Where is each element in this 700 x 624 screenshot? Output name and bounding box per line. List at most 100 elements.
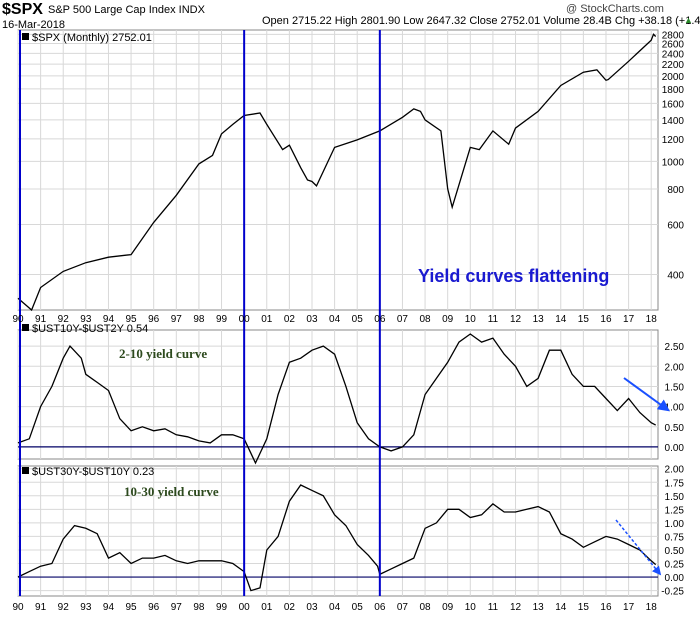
x-tick-label: 12 <box>510 314 522 325</box>
vertical-markers <box>19 30 381 596</box>
gridlines <box>17 30 658 596</box>
x-tick-label: 11 <box>488 314 499 325</box>
x-tick-label: 95 <box>126 602 138 613</box>
x-tick-label: 09 <box>442 314 454 325</box>
x-tick-label: 05 <box>352 602 364 613</box>
x-tick-label: 04 <box>329 314 341 325</box>
y-tick-label: 1.25 <box>665 505 685 516</box>
x-tick-label: 95 <box>126 314 138 325</box>
x-tick-label: 90 <box>12 314 24 325</box>
x-tick-label: 08 <box>420 602 432 613</box>
x-tick-label: 96 <box>148 314 160 325</box>
x-tick-label: 14 <box>555 602 567 613</box>
y-tick-label: 1.00 <box>665 403 685 414</box>
x-tick-label: 97 <box>171 314 183 325</box>
y-tick-label: 2600 <box>662 39 685 50</box>
y-tick-label: 2.00 <box>665 465 685 476</box>
x-tick-label: 07 <box>397 602 409 613</box>
annotation-2-10: 2-10 yield curve <box>119 346 207 361</box>
y-tick-label: 2800 <box>662 30 685 41</box>
y-tick-label: 0.50 <box>665 546 685 557</box>
panel-frame <box>17 329 659 460</box>
quote-summary: Open 2715.22 High 2801.90 Low 2647.32 Cl… <box>262 15 700 27</box>
x-tick-label: 15 <box>578 602 590 613</box>
axis-tick-labels: 4006008001000120014001600180020002200240… <box>12 30 684 613</box>
x-tick-label: 16 <box>600 602 612 613</box>
stockcharts-credit: @ StockCharts.com <box>566 3 664 15</box>
x-tick-label: 18 <box>646 602 658 613</box>
x-tick-label: 91 <box>35 314 47 325</box>
y-tick-label: 2400 <box>662 49 685 60</box>
y-tick-label: 1200 <box>662 135 685 146</box>
x-tick-label: 10 <box>465 314 477 325</box>
x-tick-label: 06 <box>374 602 386 613</box>
series-label: $UST10Y-$UST2Y 0.54 <box>22 323 148 335</box>
x-tick-label: 02 <box>284 602 296 613</box>
x-tick-label: 01 <box>261 314 273 325</box>
y-tick-label: 0.75 <box>665 532 685 543</box>
yield-10-30-line <box>17 484 657 592</box>
x-tick-label: 07 <box>397 314 409 325</box>
y-tick-label: 1600 <box>662 99 685 110</box>
x-tick-label: 04 <box>329 602 341 613</box>
x-tick-label: 93 <box>80 314 92 325</box>
annotation-yield-curves: Yield curves flattening <box>418 266 609 286</box>
y-tick-label: 2.00 <box>665 362 685 373</box>
x-tick-label: 09 <box>442 602 454 613</box>
y-tick-label: 1400 <box>662 116 685 127</box>
y-tick-label: 2200 <box>662 60 685 71</box>
x-tick-label: 99 <box>216 602 228 613</box>
y-tick-label: 0.00 <box>665 443 685 454</box>
x-tick-label: 05 <box>352 314 364 325</box>
y-tick-label: -0.25 <box>661 587 684 598</box>
x-tick-label: 90 <box>12 602 24 613</box>
y-tick-label: 2000 <box>662 72 685 83</box>
x-tick-label: 98 <box>193 602 205 613</box>
y-tick-label: 0.00 <box>665 573 685 584</box>
x-tick-label: 99 <box>216 314 228 325</box>
series-swatch-icon <box>22 324 29 331</box>
panel-labels: $SPX (Monthly) 2752.01 $UST10Y-$UST2Y 0.5… <box>22 32 609 499</box>
series-label: $SPX (Monthly) 2752.01 <box>22 32 152 44</box>
x-tick-label: 00 <box>239 602 251 613</box>
series-swatch-icon <box>22 33 29 40</box>
x-tick-label: 92 <box>58 602 70 613</box>
price-line <box>17 33 657 312</box>
x-tick-label: 08 <box>420 314 432 325</box>
series-label-text: $UST30Y-$UST10Y 0.23 <box>32 466 154 478</box>
x-tick-label: 15 <box>578 314 590 325</box>
x-tick-label: 18 <box>646 314 658 325</box>
y-tick-label: 600 <box>667 220 684 231</box>
x-tick-label: 96 <box>148 602 160 613</box>
y-tick-label: 800 <box>667 185 684 196</box>
series-label: $UST30Y-$UST10Y 0.23 <box>22 466 154 478</box>
y-tick-label: 0.50 <box>665 423 685 434</box>
x-tick-label: 13 <box>533 602 545 613</box>
chart-date: 16-Mar-2018 <box>2 19 65 31</box>
trend-arrows <box>615 377 670 576</box>
x-tick-label: 94 <box>103 314 115 325</box>
y-tick-label: 1.00 <box>665 519 685 530</box>
symbol-title: $SPX <box>2 1 43 18</box>
series-label-text: $SPX (Monthly) 2752.01 <box>32 32 152 44</box>
x-tick-label: 97 <box>171 602 183 613</box>
y-tick-label: 1.50 <box>665 492 685 503</box>
x-tick-label: 92 <box>58 314 70 325</box>
x-tick-label: 16 <box>600 314 612 325</box>
x-tick-label: 17 <box>623 314 635 325</box>
panel-frames <box>17 29 659 597</box>
x-tick-label: 11 <box>488 602 499 613</box>
y-tick-label: 1.75 <box>665 478 685 489</box>
trend-arrow-10-30 <box>615 519 662 576</box>
x-tick-label: 02 <box>284 314 296 325</box>
series-lines <box>17 33 657 592</box>
x-tick-label: 91 <box>35 602 47 613</box>
y-tick-label: 400 <box>667 270 684 281</box>
trend-arrow-2-10 <box>623 377 670 412</box>
y-tick-label: 0.25 <box>665 560 685 571</box>
x-tick-label: 17 <box>623 602 635 613</box>
y-tick-label: 1.50 <box>665 382 685 393</box>
x-tick-label: 13 <box>533 314 545 325</box>
x-tick-label: 14 <box>555 314 567 325</box>
